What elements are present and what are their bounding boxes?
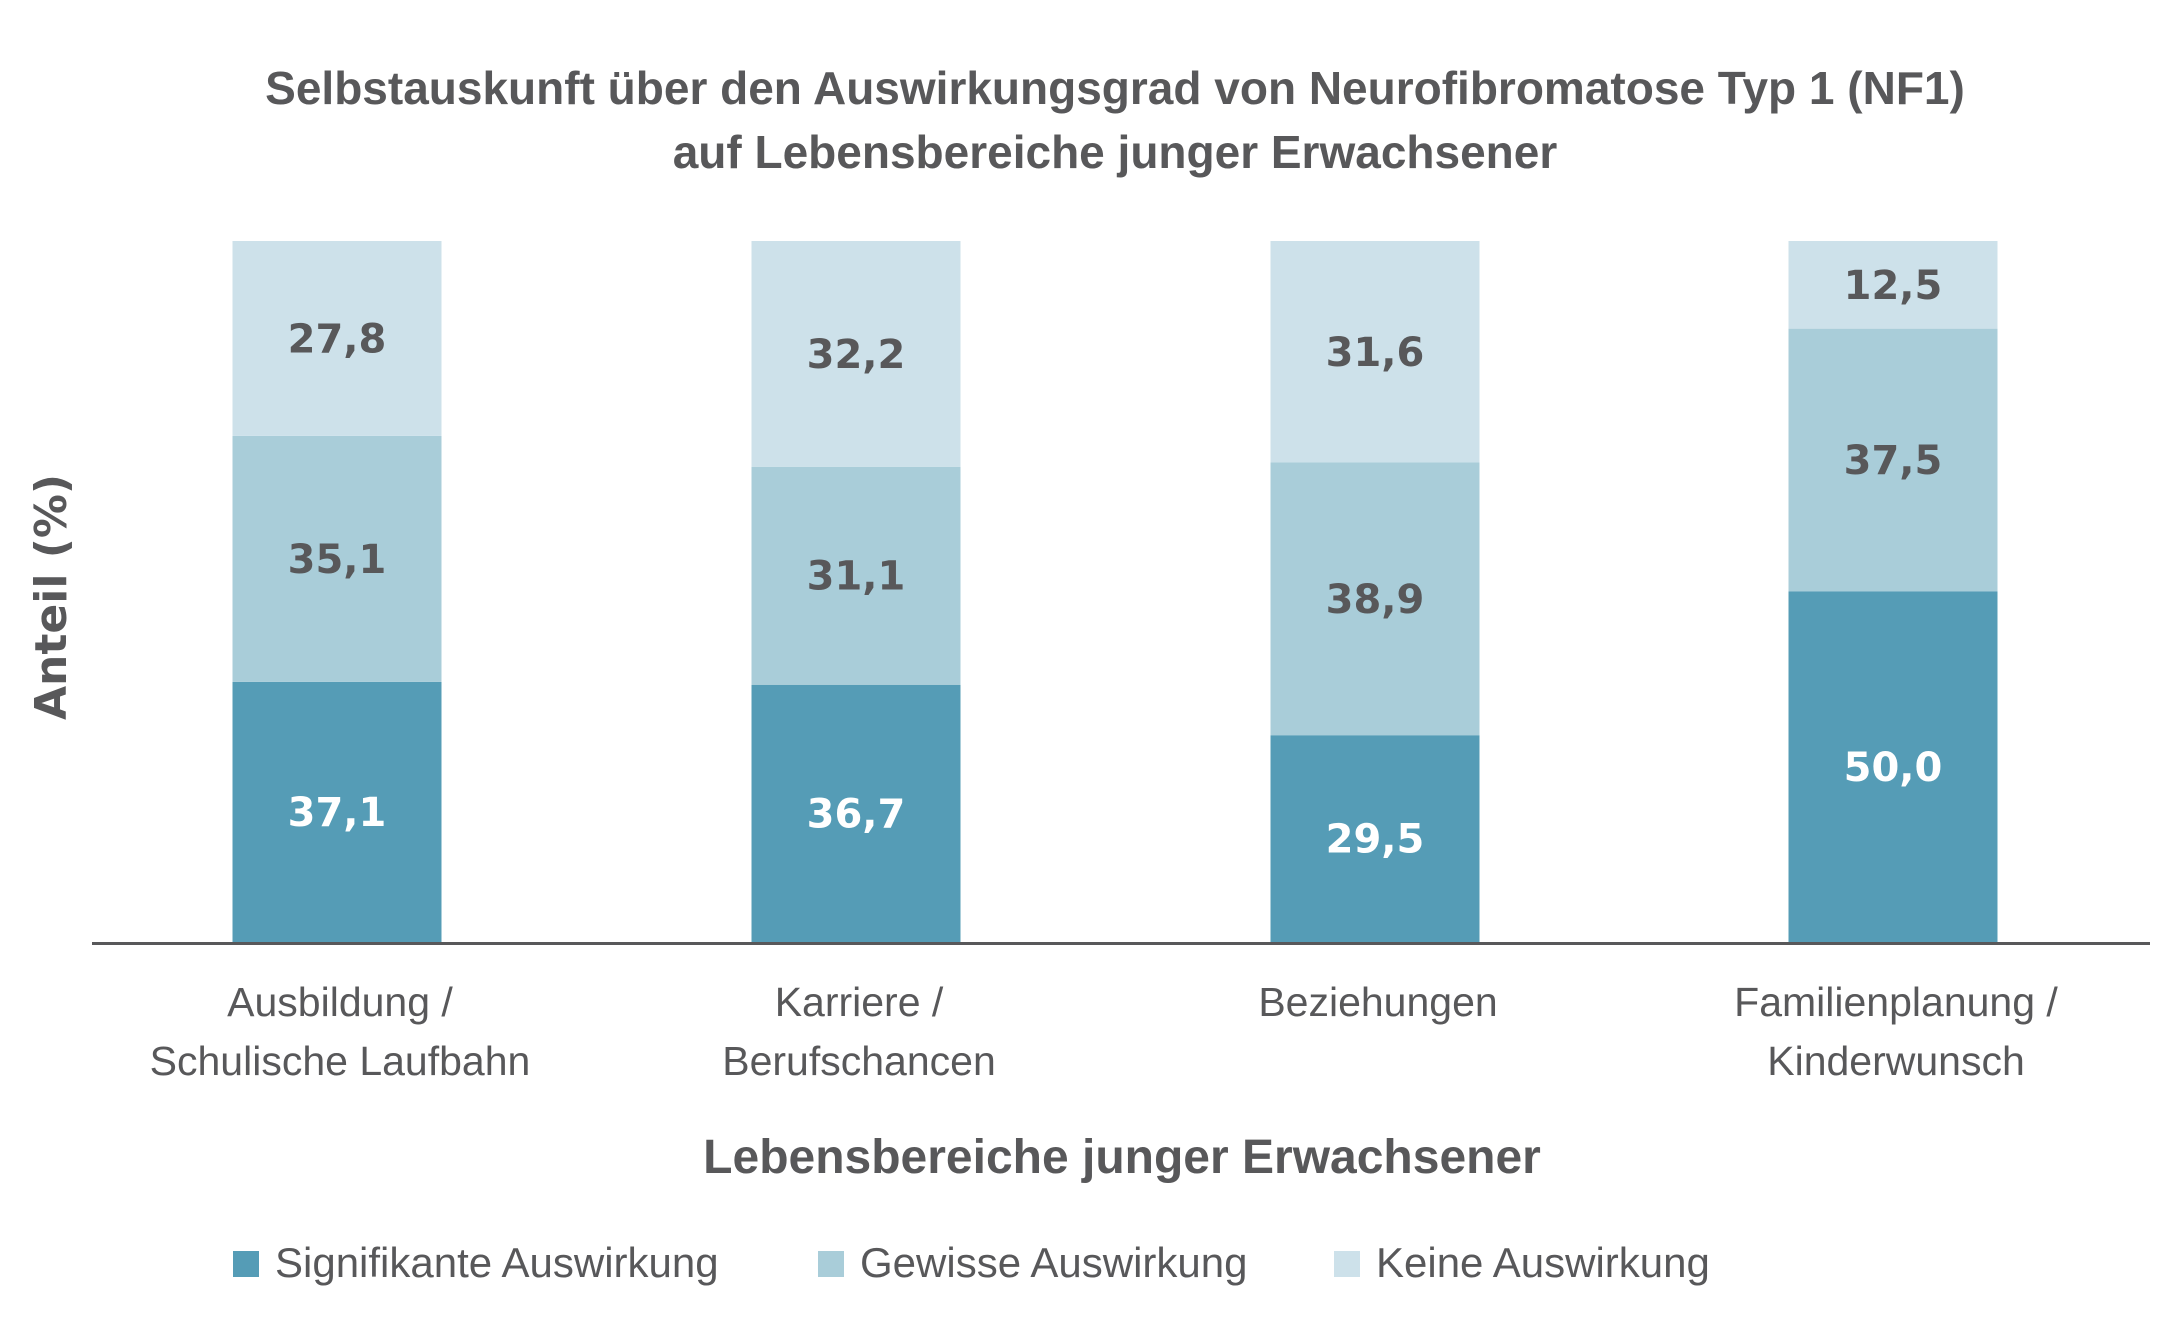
data-label: 27,8	[288, 316, 387, 362]
bar-stack: 50,0 37,5 12,5	[1788, 241, 1998, 942]
x-axis-label: Lebensbereiche junger Erwachsener	[703, 1131, 1541, 1184]
data-label: 12,5	[1844, 263, 1943, 309]
bar-segment	[232, 435, 442, 682]
bars-group: 37,1 35,1 27,8 36,7 31,1 32,2 29,5 38,9 31,6 50,0…	[232, 241, 1998, 942]
chart-title-line-1: Selbstauskunft über den Auswirkungsgrad …	[265, 62, 1965, 114]
bar-segment	[1788, 591, 1998, 942]
data-label: 29,5	[1326, 817, 1425, 863]
bar-stack: 37,1 35,1 27,8	[232, 241, 442, 942]
legend-swatch	[233, 1251, 259, 1277]
chart-title: Selbstauskunft über den Auswirkungsgrad …	[265, 62, 1965, 178]
x-tick-label: Ausbildung /	[227, 979, 453, 1025]
legend-item: Keine Auswirkung	[1334, 1239, 1710, 1286]
legend: Signifikante Auswirkung Gewisse Auswirkun…	[233, 1239, 1710, 1286]
legend-label: Gewisse Auswirkung	[860, 1239, 1248, 1286]
legend-label: Signifikante Auswirkung	[275, 1239, 719, 1286]
x-tick-labels: Ausbildung / Schulische Laufbahn Karriere …	[150, 979, 2059, 1084]
bar-segment	[232, 681, 442, 942]
x-tick-label: Beziehungen	[1258, 979, 1497, 1025]
bar-segment	[751, 466, 961, 685]
x-tick-label: Schulische Laufbahn	[150, 1038, 531, 1084]
legend-swatch	[818, 1251, 844, 1277]
data-label: 32,2	[807, 332, 906, 378]
bar-segment	[751, 241, 961, 467]
x-tick-label: Familienplanung /	[1734, 979, 2058, 1025]
x-tick-label: Kinderwunsch	[1767, 1038, 2025, 1084]
bar-stack: 36,7 31,1 32,2	[751, 241, 961, 942]
x-tick-label: Berufschancen	[722, 1038, 996, 1084]
bar-segment	[1788, 241, 1998, 329]
bar-segment	[1788, 328, 1998, 592]
data-label: 37,1	[288, 790, 387, 836]
bar-segment	[1270, 735, 1480, 942]
x-tick-label: Karriere /	[775, 979, 944, 1025]
legend-label: Keine Auswirkung	[1376, 1239, 1710, 1286]
bar-segment	[1270, 241, 1480, 463]
data-label: 36,7	[807, 791, 906, 837]
bar-segment	[751, 684, 961, 942]
data-label: 37,5	[1844, 438, 1943, 484]
data-label: 31,6	[1326, 330, 1425, 376]
bar-segment	[232, 241, 442, 436]
bar-segment	[1270, 462, 1480, 736]
bar-stack: 29,5 38,9 31,6	[1270, 241, 1480, 942]
chart-title-line-2: auf Lebensbereiche junger Erwachsener	[673, 126, 1558, 178]
y-axis-label: Anteil (%)	[26, 474, 77, 720]
data-label: 38,9	[1326, 577, 1425, 623]
data-label: 35,1	[288, 537, 387, 583]
legend-item: Gewisse Auswirkung	[818, 1239, 1248, 1286]
data-label: 50,0	[1844, 745, 1943, 791]
data-label: 31,1	[807, 554, 906, 600]
legend-item: Signifikante Auswirkung	[233, 1239, 719, 1286]
legend-swatch	[1334, 1251, 1360, 1277]
